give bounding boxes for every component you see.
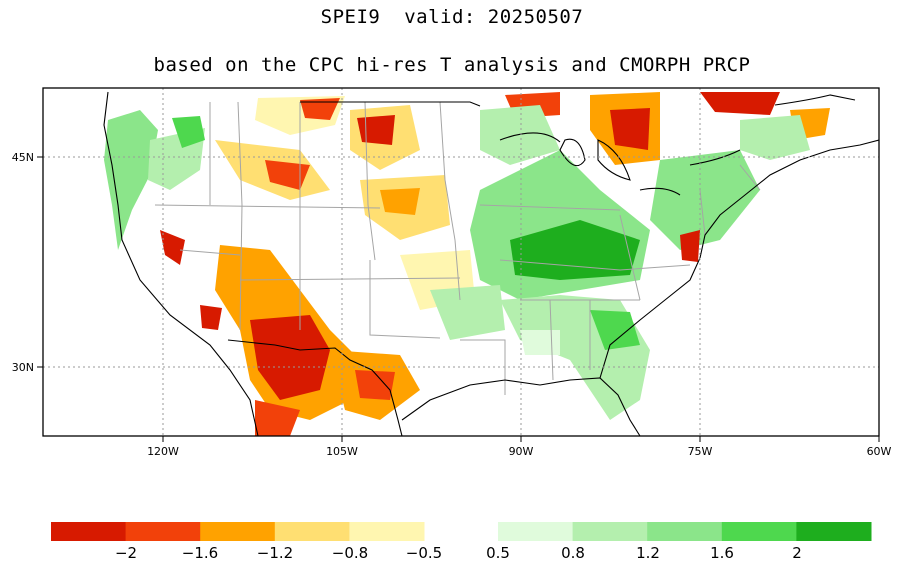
patch-texas-dry2 xyxy=(355,370,395,400)
patch-wyoming-dry2 xyxy=(265,160,310,190)
patch-mexico-dry xyxy=(255,400,300,436)
colorbar-labels-dry: −2 −1.6 −1.2 −0.8 −0.5 xyxy=(115,544,442,562)
wet-swatch-3 xyxy=(721,522,797,541)
patch-west-coast-wet xyxy=(104,110,158,250)
y-tick-label: 45N xyxy=(12,151,34,164)
wet-swatch-4 xyxy=(796,522,872,541)
wet-swatch-1 xyxy=(572,522,648,541)
patch-dixie-pale xyxy=(520,330,560,355)
colorbar-label: −1.6 xyxy=(182,544,218,562)
patch-montana-dry2 xyxy=(300,98,340,120)
grid-lines xyxy=(43,88,879,436)
colorbar-dry xyxy=(51,522,425,541)
y-axis-labels: 45N 30N xyxy=(12,151,34,374)
colorbar-label: 1.2 xyxy=(636,544,660,562)
patch-ontario-dry2 xyxy=(610,108,650,150)
colorbar-label: 1.6 xyxy=(710,544,734,562)
dry-swatch-3 xyxy=(274,522,350,541)
dry-swatch-0 xyxy=(51,522,127,541)
map-subtitle: based on the CPC hi-res T analysis and C… xyxy=(153,54,751,76)
patch-quebec-dry xyxy=(700,92,780,115)
map-title: SPEI9 valid: 20250507 xyxy=(320,6,584,28)
colorbar: −2 −1.6 −1.2 −0.8 −0.5 0.5 0.8 1.2 1.6 2 xyxy=(51,522,872,562)
colorbar-wet xyxy=(498,522,872,541)
x-tick-label: 75W xyxy=(688,445,713,458)
patch-idaho-wet xyxy=(172,116,205,148)
patch-northeast-wet xyxy=(650,150,760,250)
x-axis-labels: 120W 105W 90W 75W 60W xyxy=(147,445,891,458)
patch-socal-dry xyxy=(200,305,222,330)
patch-newengland-wet xyxy=(740,115,810,160)
colorbar-labels-wet: 0.5 0.8 1.2 1.6 2 xyxy=(486,544,802,562)
patch-dakota-dry2 xyxy=(357,115,395,145)
wet-swatch-2 xyxy=(647,522,723,541)
tick-marks xyxy=(37,156,880,442)
patch-southeast-wet2 xyxy=(590,310,640,350)
colorbar-label: −1.2 xyxy=(257,544,293,562)
y-tick-label: 30N xyxy=(12,361,34,374)
anomaly-patches xyxy=(104,92,830,436)
colorbar-label: 0.8 xyxy=(561,544,585,562)
x-tick-label: 90W xyxy=(509,445,534,458)
patch-ohio-valley-wet xyxy=(510,220,640,280)
coastlines xyxy=(103,91,879,436)
dry-swatch-4 xyxy=(349,522,425,541)
colorbar-label: 2 xyxy=(792,544,802,562)
patch-virginia-dry xyxy=(680,230,700,262)
dry-swatch-1 xyxy=(125,522,201,541)
patch-arizona-dry xyxy=(250,315,330,400)
x-tick-label: 120W xyxy=(147,445,179,458)
wet-swatch-0 xyxy=(498,522,574,541)
colorbar-label: −0.8 xyxy=(332,544,368,562)
dry-swatch-2 xyxy=(200,522,276,541)
x-tick-label: 105W xyxy=(326,445,358,458)
state-borders xyxy=(154,101,761,395)
patch-great-lakes-wet xyxy=(480,105,560,165)
x-tick-label: 60W xyxy=(867,445,892,458)
colorbar-label: 0.5 xyxy=(486,544,510,562)
colorbar-label: −0.5 xyxy=(406,544,442,562)
patch-nebraska-dry2 xyxy=(380,188,420,215)
patch-california-dry xyxy=(160,230,185,265)
patch-plains-wet xyxy=(430,285,505,340)
map-frame xyxy=(42,87,880,437)
colorbar-label: −2 xyxy=(115,544,137,562)
